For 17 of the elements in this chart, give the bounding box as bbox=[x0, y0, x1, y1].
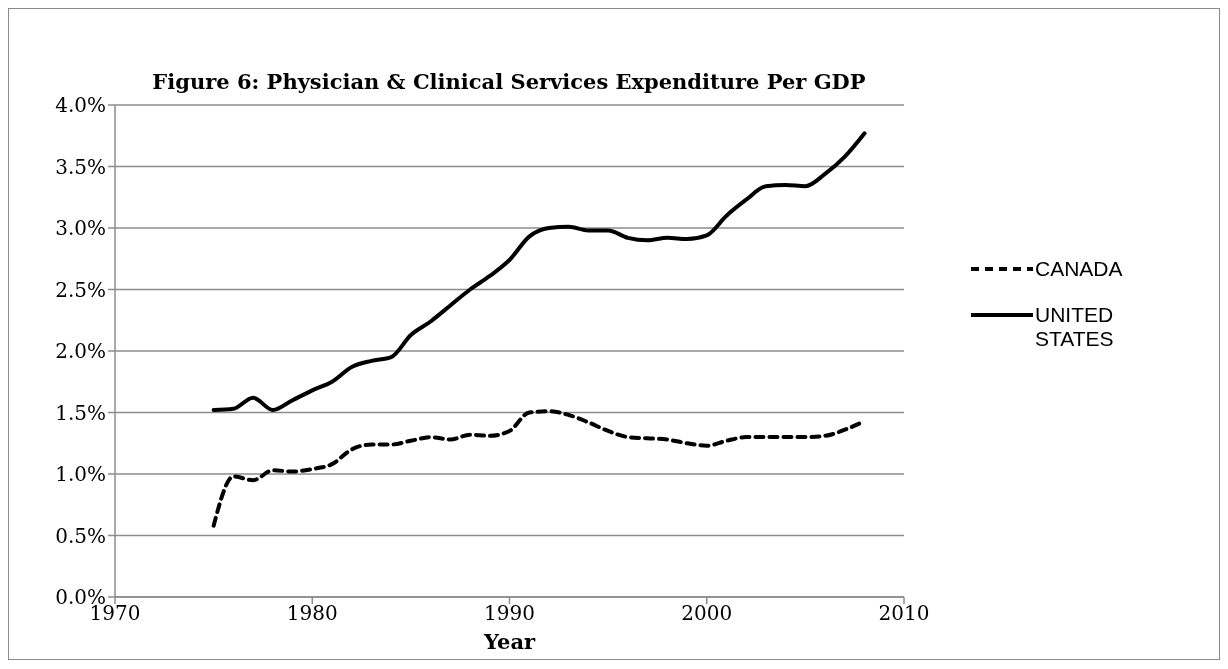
y-tick-label: 3.5% bbox=[55, 154, 106, 179]
y-tick-label: 3.0% bbox=[55, 216, 106, 241]
y-tick-label: 4.0% bbox=[55, 93, 106, 118]
legend-label: UNITED STATES bbox=[1035, 303, 1115, 351]
y-tick-label: 2.0% bbox=[55, 339, 106, 364]
y-tick-label: 2.5% bbox=[55, 277, 106, 302]
x-axis-title: Year bbox=[482, 629, 537, 654]
x-tick-label: 1990 bbox=[484, 601, 535, 626]
y-tick-label: 1.0% bbox=[55, 462, 106, 487]
chart-title: Figure 6: Physician & Clinical Services Expenditure Per GDP bbox=[151, 69, 867, 94]
y-tick-label: 0.5% bbox=[55, 523, 106, 548]
x-tick-label: 1980 bbox=[286, 601, 338, 626]
x-tick-label: 2010 bbox=[878, 601, 930, 626]
x-tick-label: 2000 bbox=[681, 601, 733, 626]
legend-label: CANADA bbox=[1035, 257, 1124, 281]
y-tick-label: 1.5% bbox=[55, 400, 106, 425]
line-series bbox=[211, 131, 867, 413]
